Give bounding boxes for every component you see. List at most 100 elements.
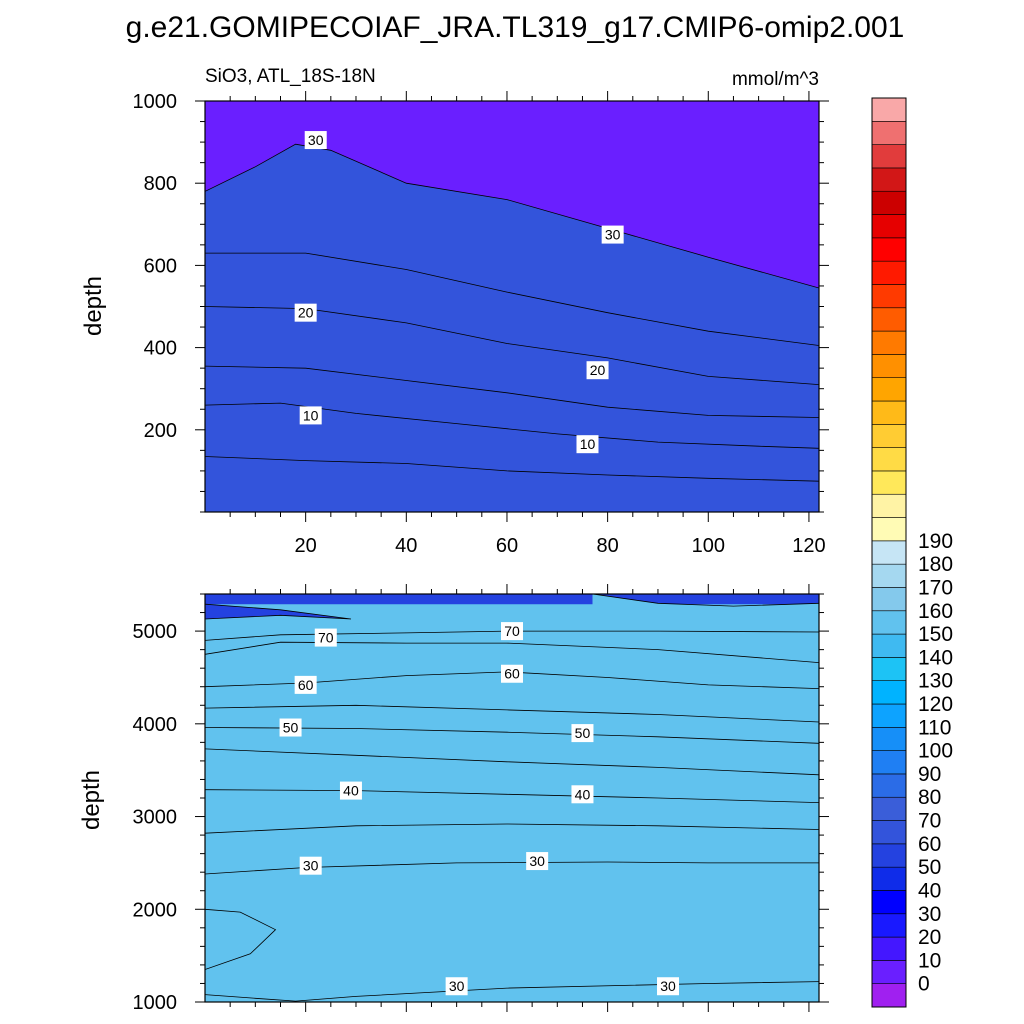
- upper-contour-line-4: [205, 252, 819, 346]
- lower-contour-line-7: [205, 704, 819, 723]
- svg-text:30: 30: [605, 227, 621, 243]
- upper-x-tick-label: 20: [295, 535, 317, 557]
- upper-contour-label: 20: [294, 303, 317, 322]
- upper-contour-label: 30: [304, 131, 327, 150]
- lower-contour-line-11: [205, 603, 352, 620]
- colorbar-swatch: [871, 610, 907, 635]
- colorbar-tick-label: 160: [918, 600, 953, 623]
- svg-text:20: 20: [590, 362, 606, 378]
- lower-contour-label: 50: [279, 718, 302, 737]
- lower-y-tick-label: 4000: [133, 714, 178, 736]
- lower-contour-label: 30: [657, 977, 680, 996]
- upper-contour-label: 30: [601, 225, 624, 244]
- upper-contour-label: 10: [576, 435, 599, 454]
- colorbar-tick-label: 150: [918, 623, 953, 646]
- upper-contour-line-5: [205, 143, 819, 289]
- colorbar-tick-label: 190: [918, 530, 953, 553]
- colorbar-tick-label: 0: [918, 973, 930, 996]
- lower-contour-label: 70: [501, 622, 523, 641]
- lower-contour-label: 70: [314, 628, 337, 647]
- upper-y-tick-label: 1000: [133, 91, 178, 113]
- lower-contour-field: 30 30 30 30 40 40 50 50 60 60 70 70: [205, 594, 819, 1002]
- lower-contour-label: 40: [339, 781, 362, 800]
- lower-y-tick-label: 2000: [133, 899, 178, 921]
- upper-x-tick-label: 120: [792, 535, 825, 557]
- upper-x-tick-label: 100: [692, 535, 725, 557]
- lower-contour-line-10: [205, 630, 819, 641]
- svg-text:10: 10: [580, 436, 596, 452]
- lower-y-axis-label: depth: [78, 770, 105, 830]
- colorbar-tick-label: 180: [918, 553, 953, 576]
- lower-contour-label: 30: [526, 852, 549, 871]
- colorbar-swatch: [871, 214, 907, 239]
- colorbar-swatch: [871, 354, 907, 378]
- upper-y-tick-label: 200: [144, 420, 177, 442]
- colorbar-swatch: [871, 727, 907, 751]
- colorbar-tick-label: 110: [918, 716, 951, 739]
- lower-contour-line-6: [205, 727, 819, 744]
- lower-contour-line-5: [205, 748, 819, 776]
- svg-text:30: 30: [308, 132, 324, 148]
- colorbar-frame: [871, 97, 907, 1008]
- colorbar-tick-label: 20: [918, 926, 941, 949]
- panel-units-label: mmol/m^3: [732, 69, 819, 90]
- colorbar-tick-label: 50: [918, 856, 941, 879]
- svg-text:70: 70: [504, 623, 520, 639]
- upper-y-tick-label: 800: [144, 173, 177, 195]
- colorbar-swatch: [871, 936, 907, 961]
- colorbar-tick-label: 10: [918, 949, 941, 972]
- colorbar-swatch: [871, 400, 907, 425]
- colorbar-tick-label: 40: [918, 879, 941, 902]
- lower-contour-label: 30: [299, 856, 322, 875]
- panel-variable-label: SiO3, ATL_18S-18N: [205, 66, 376, 87]
- lower-contour-label: 40: [571, 785, 594, 804]
- lower-contour-line-0: [205, 981, 819, 1002]
- colorbar-tick-label: 130: [918, 670, 953, 693]
- colorbar-swatch: [871, 866, 907, 891]
- colorbar-swatch: [871, 190, 907, 215]
- colorbar-swatch: [871, 284, 907, 309]
- colorbar-swatch: [871, 750, 907, 775]
- svg-text:20: 20: [298, 305, 314, 321]
- upper-x-tick-label: 60: [496, 535, 518, 557]
- lower-y-tick-label: 5000: [133, 621, 178, 643]
- lower-contour-label: 60: [501, 664, 523, 683]
- upper-x-tick-label: 40: [395, 535, 417, 557]
- lower-contour-label: 60: [294, 675, 317, 694]
- lower-y-tick-label: 1000: [133, 992, 178, 1014]
- colorbar-swatch: [871, 447, 907, 472]
- colorbar-swatch: [871, 493, 907, 518]
- upper-band-5: [205, 144, 819, 512]
- lower-contour-line-3: [205, 823, 819, 834]
- upper-contour-line-2: [205, 365, 819, 418]
- upper-y-tick-label: 400: [144, 338, 177, 360]
- colorbar-swatch: [871, 657, 907, 681]
- colorbar-tick-label: 140: [918, 646, 953, 669]
- svg-text:60: 60: [504, 666, 520, 682]
- svg-text:30: 30: [529, 853, 545, 869]
- colorbar: 0102030405060708090100110120130140150160…: [871, 97, 953, 1008]
- svg-text:50: 50: [283, 720, 299, 736]
- lower-contour-label: 50: [571, 724, 594, 743]
- svg-text:70: 70: [318, 630, 334, 646]
- svg-text:30: 30: [303, 858, 319, 874]
- upper-contour-label: 10: [299, 406, 322, 425]
- lower-y-tick-label: 3000: [133, 807, 178, 829]
- colorbar-swatch: [871, 307, 907, 332]
- colorbar-swatch: [871, 796, 907, 821]
- upper-contour-label: 20: [586, 361, 609, 380]
- svg-text:10: 10: [303, 407, 319, 423]
- colorbar-tick-label: 170: [918, 576, 953, 599]
- colorbar-tick-label: 80: [918, 786, 941, 809]
- upper-y-axis-label: depth: [80, 276, 107, 336]
- colorbar-tick-label: 70: [918, 810, 941, 833]
- colorbar-swatch: [871, 680, 907, 705]
- upper-y-tick-label: 600: [144, 255, 177, 277]
- colorbar-swatch: [871, 517, 907, 542]
- colorbar-swatch: [871, 587, 907, 612]
- upper-contour-line-1: [205, 402, 819, 449]
- colorbar-swatch: [871, 983, 907, 1008]
- colorbar-swatch: [871, 97, 907, 122]
- colorbar-tick-label: 30: [918, 903, 941, 926]
